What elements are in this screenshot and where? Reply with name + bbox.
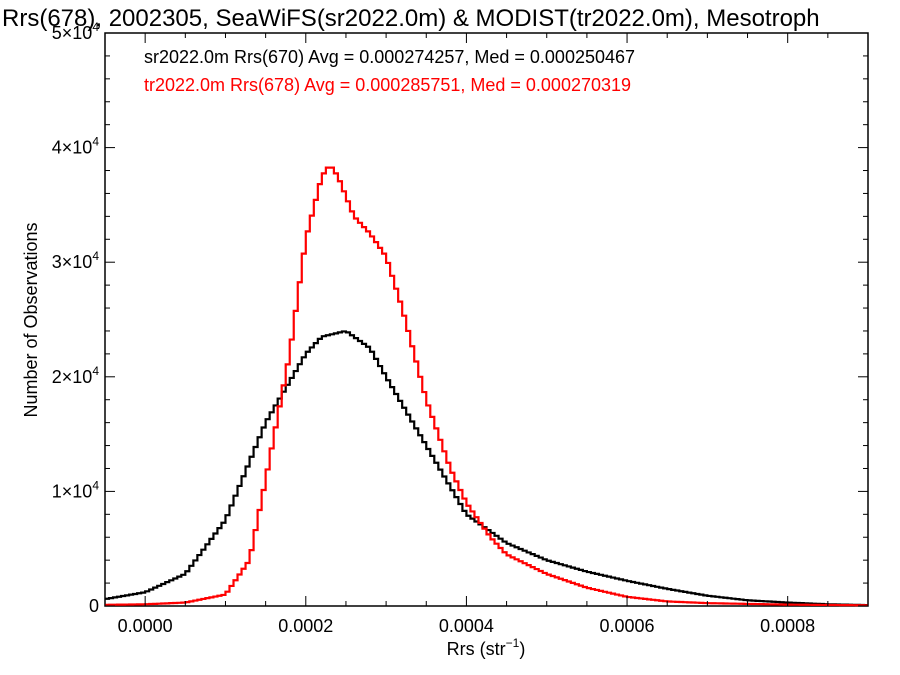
legend-entry-black: sr2022.0m Rrs(670) Avg = 0.000274257, Me…	[144, 47, 635, 67]
legend-entry-red: tr2022.0m Rrs(678) Avg = 0.000285751, Me…	[144, 75, 631, 95]
x-axis-label-tail: )	[519, 639, 525, 659]
y-tick-label-2: 2×104	[52, 364, 100, 387]
tick-labels-layer: 0.0000 0.0002 0.0004 0.0006 0.0008 0 1×104 2×10…	[52, 20, 815, 636]
x-axis-label-main: Rrs (str	[447, 639, 506, 659]
series-line-1	[105, 166, 868, 607]
plot-frame	[104, 32, 869, 607]
y-tick-label-5: 5×104	[52, 20, 100, 43]
x-tick-label-3: 0.0006	[600, 616, 655, 636]
ticks-layer	[104, 32, 869, 607]
y-tick-label-1: 1×104	[52, 478, 100, 501]
y-axis-label: Number of Observations	[21, 222, 41, 417]
x-tick-label-1: 0.0002	[278, 616, 333, 636]
series-layer	[105, 166, 868, 607]
x-tick-label-2: 0.0004	[439, 616, 494, 636]
y-tick-label-3: 3×104	[52, 249, 100, 272]
x-tick-label-0: 0.0000	[118, 616, 173, 636]
y-tick-label-4: 4×104	[52, 135, 100, 158]
y-tick-label-0: 0	[89, 596, 99, 616]
chart-title: Rrs(678), 2002305, SeaWiFS(sr2022.0m) & …	[2, 5, 820, 32]
x-axis-label: Rrs (str−1)	[447, 636, 526, 659]
x-tick-label-4: 0.0008	[760, 616, 815, 636]
x-axis-label-sup: −1	[506, 636, 520, 650]
plot-border	[104, 32, 869, 607]
series-line-0	[105, 330, 868, 607]
